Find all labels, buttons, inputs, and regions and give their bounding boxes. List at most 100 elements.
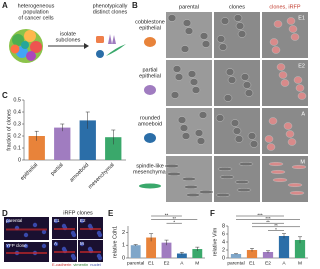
- annotation: mesenchymal: [133, 169, 167, 175]
- stain: [6, 252, 47, 254]
- annotation: rounded: [140, 115, 160, 121]
- cell: [270, 169, 286, 175]
- y-tick-label: 0.5: [13, 97, 21, 103]
- cell-icon: [144, 133, 156, 143]
- cell: [289, 190, 305, 196]
- clone-icons: [96, 34, 126, 58]
- cell: [199, 32, 209, 40]
- significance-label: ***: [257, 212, 263, 217]
- nucleus: [79, 218, 85, 224]
- bar: [146, 237, 157, 258]
- cell: [215, 114, 225, 122]
- stain: [6, 228, 47, 231]
- cell: [196, 137, 206, 145]
- significance-label: *: [173, 220, 175, 225]
- y-axis-label: relative Cdh1: [112, 226, 118, 258]
- bar: [105, 137, 122, 160]
- clone-label: A: [301, 111, 305, 117]
- annotation: of cancer cells: [18, 15, 53, 21]
- cell: [244, 89, 254, 97]
- cell: [268, 161, 284, 167]
- cell-icon: [144, 85, 156, 95]
- bar: [230, 254, 242, 258]
- bar: [54, 127, 71, 160]
- x-tick-label: partial: [50, 162, 65, 177]
- x-tick-label: epithelial: [20, 162, 40, 182]
- column-header: clones: [229, 4, 245, 10]
- bar: [79, 120, 96, 160]
- cell: [293, 76, 303, 84]
- cell: [233, 14, 243, 22]
- x-tick-label: M: [298, 260, 302, 266]
- cell: [288, 25, 298, 33]
- nucleus: [5, 218, 11, 224]
- cell: [235, 22, 245, 30]
- x-tick-label: parental: [227, 260, 244, 266]
- y-tick-label: 6: [222, 231, 225, 237]
- annotation: isolate: [60, 31, 76, 37]
- cell: [177, 116, 187, 124]
- cell: [189, 78, 199, 86]
- significance-label: **: [165, 212, 169, 217]
- cell: [280, 79, 290, 87]
- y-tick-label: 4: [222, 239, 225, 245]
- cell: [184, 27, 194, 35]
- cell: [230, 119, 240, 127]
- y-tick-label: 8: [222, 223, 225, 229]
- arrow: [48, 43, 89, 49]
- bar: [246, 250, 258, 258]
- significance-label: **: [274, 223, 278, 228]
- significance-label: **: [266, 220, 270, 225]
- cell: [179, 124, 189, 132]
- y-tick-label: 0: [222, 255, 225, 261]
- image-label: A: [54, 241, 57, 246]
- cell: [287, 138, 297, 146]
- cell-cluster: [9, 29, 43, 63]
- cell: [249, 140, 259, 148]
- annotation: spindle-like: [136, 163, 164, 169]
- bar: [262, 252, 274, 258]
- x-tick-label: M: [195, 260, 199, 266]
- cell: [240, 73, 250, 81]
- x-tick-label: amoeboid: [69, 162, 90, 183]
- bar: [28, 136, 45, 160]
- cell: [268, 117, 278, 125]
- cell: [234, 179, 250, 185]
- clone-label: M: [300, 159, 305, 165]
- significance-label: *: [275, 227, 277, 232]
- nucleus: [41, 243, 47, 249]
- nucleus: [61, 223, 67, 229]
- panel-label: C: [2, 91, 8, 100]
- annotation: heterogeneous: [18, 3, 55, 9]
- nucleus: [61, 246, 67, 252]
- clone-label: E1: [298, 15, 305, 21]
- cell: [297, 92, 307, 100]
- nucleus: [41, 229, 47, 235]
- y-tick-label: 2: [122, 230, 125, 236]
- x-tick-label: E2: [265, 260, 271, 266]
- cell: [276, 63, 286, 71]
- nucleus: [5, 243, 11, 249]
- cell: [217, 166, 233, 172]
- nucleus: [32, 222, 38, 228]
- cell: [164, 163, 180, 169]
- y-tick-label: 0.3: [13, 121, 21, 127]
- cell-icon: [139, 183, 161, 189]
- nucleus: [70, 253, 76, 259]
- stain: [54, 251, 75, 253]
- annotation: phenotypically: [93, 3, 128, 9]
- nucleus: [96, 230, 102, 236]
- cell: [278, 71, 288, 79]
- annotation: amoeboid: [138, 121, 162, 127]
- y-tick-label: 2: [222, 247, 225, 253]
- annotation: distinct clones: [93, 9, 128, 15]
- cell: [286, 17, 296, 25]
- cell: [272, 177, 288, 183]
- cell: [234, 135, 244, 143]
- image-label: YFP clone: [6, 243, 27, 248]
- legend-entry: vimentin: [73, 262, 88, 267]
- nucleus: [23, 232, 29, 238]
- cell: [269, 38, 279, 46]
- cell: [238, 161, 254, 167]
